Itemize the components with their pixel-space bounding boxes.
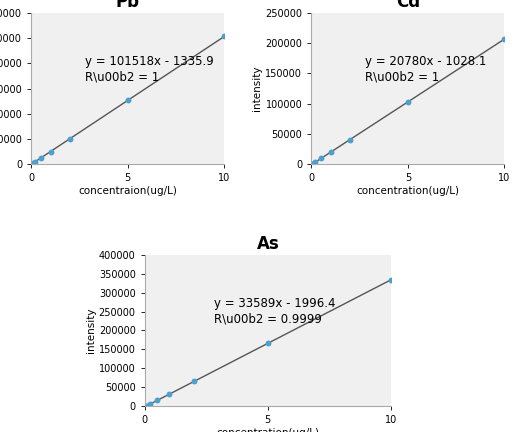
- Point: [500, 36, 509, 43]
- Point: [143, 402, 151, 409]
- Point: [220, 33, 228, 40]
- X-axis label: concentraion(ug/L): concentraion(ug/L): [79, 186, 177, 196]
- Point: [37, 155, 45, 162]
- Point: [327, 149, 335, 156]
- Point: [28, 160, 36, 167]
- Point: [146, 401, 154, 408]
- Point: [346, 136, 354, 143]
- Text: y = 20780x - 1028.1
R\u00b2 = 1: y = 20780x - 1028.1 R\u00b2 = 1: [366, 55, 487, 83]
- Point: [264, 340, 272, 347]
- Point: [153, 397, 161, 404]
- Point: [124, 97, 132, 104]
- Point: [190, 378, 198, 385]
- Point: [311, 159, 319, 166]
- Title: As: As: [256, 235, 279, 253]
- Text: y = 33589x - 1996.4
R\u00b2 = 0.9999: y = 33589x - 1996.4 R\u00b2 = 0.9999: [214, 297, 335, 325]
- Point: [387, 276, 395, 283]
- Point: [29, 159, 37, 166]
- Point: [308, 161, 316, 168]
- Point: [309, 160, 317, 167]
- Point: [404, 98, 412, 105]
- Y-axis label: intensity: intensity: [252, 66, 263, 111]
- X-axis label: concentration(ug/L): concentration(ug/L): [356, 186, 459, 196]
- Text: y = 101518x - 1335.9
R\u00b2 = 1: y = 101518x - 1335.9 R\u00b2 = 1: [85, 55, 214, 83]
- Point: [142, 403, 150, 410]
- Title: Pb: Pb: [116, 0, 140, 11]
- Title: Cd: Cd: [396, 0, 420, 11]
- X-axis label: concentration(ug/L): concentration(ug/L): [216, 428, 319, 432]
- Point: [317, 155, 325, 162]
- Point: [66, 135, 74, 142]
- Point: [31, 158, 39, 165]
- Point: [165, 391, 174, 397]
- Y-axis label: intensity: intensity: [86, 308, 96, 353]
- Point: [46, 148, 55, 155]
